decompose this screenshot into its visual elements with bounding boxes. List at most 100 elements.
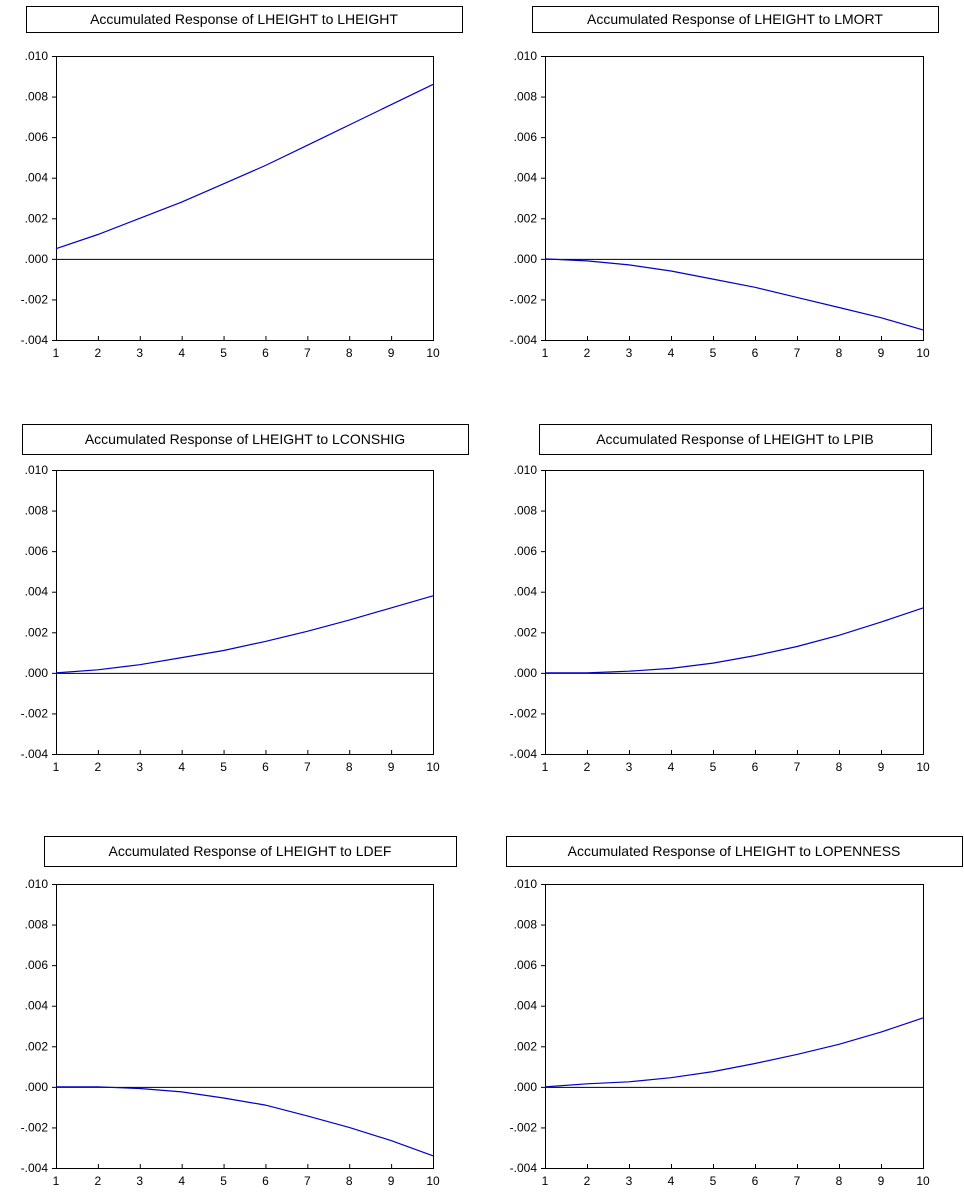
chart-panel: Accumulated Response of LHEIGHT to LHEIG…: [21, 6, 463, 360]
y-tick-label: .010: [514, 463, 538, 477]
chart-panel: Accumulated Response of LHEIGHT to LOPEN…: [506, 836, 963, 1188]
chart-title-box: [506, 836, 963, 867]
plot-frame: [545, 56, 924, 341]
y-tick-label: .008: [514, 504, 538, 518]
y-tick-label: -.004: [21, 1161, 49, 1175]
x-tick-label: 5: [710, 1174, 717, 1188]
chart-title-box: [22, 424, 469, 455]
x-tick-label: 7: [794, 760, 801, 774]
x-tick-label: 9: [388, 346, 395, 360]
chart-panel: Accumulated Response of LHEIGHT to LMORT…: [510, 6, 939, 360]
chart-title: Accumulated Response of LHEIGHT to LCONS…: [85, 431, 405, 447]
y-tick-label: .010: [25, 877, 49, 891]
x-tick-label: 1: [53, 760, 60, 774]
chart-title: Accumulated Response of LHEIGHT to LMORT: [587, 11, 883, 27]
y-tick-label: .010: [514, 49, 538, 63]
y-tick-label: .006: [25, 130, 49, 144]
x-tick-label: 8: [836, 1174, 843, 1188]
y-tick-label: .002: [25, 1039, 49, 1053]
x-tick-label: 4: [178, 1174, 185, 1188]
y-tick-label: -.002: [21, 706, 49, 720]
y-tick-label: .004: [514, 585, 538, 599]
x-tick-label: 9: [878, 346, 885, 360]
y-tick-label: -.002: [510, 292, 538, 306]
x-tick-label: 9: [878, 760, 885, 774]
y-tick-label: .006: [25, 544, 49, 558]
x-tick-label: 2: [584, 346, 591, 360]
y-tick-label: .002: [514, 211, 538, 225]
x-tick-label: 8: [836, 760, 843, 774]
x-tick-label: 10: [426, 346, 440, 360]
y-tick-label: -.004: [21, 747, 49, 761]
response-line: [544, 1017, 924, 1088]
x-tick-label: 5: [220, 346, 227, 360]
y-tick-label: .000: [25, 666, 49, 680]
x-tick-label: 10: [426, 1174, 440, 1188]
x-tick-label: 3: [626, 760, 633, 774]
x-tick-label: 8: [346, 760, 353, 774]
y-tick-label: .002: [25, 625, 49, 639]
y-tick-label: .004: [25, 999, 49, 1013]
response-line: [55, 595, 434, 674]
x-tick-label: 8: [836, 346, 843, 360]
y-tick-label: -.004: [510, 333, 538, 347]
plot-frame: [56, 470, 434, 755]
x-tick-label: 10: [426, 760, 440, 774]
x-tick-label: 3: [626, 1174, 633, 1188]
y-tick-label: .000: [25, 252, 49, 266]
x-tick-label: 8: [346, 346, 353, 360]
x-tick-label: 9: [388, 1174, 395, 1188]
y-tick-label: .006: [514, 958, 538, 972]
y-tick-label: .002: [514, 1039, 538, 1053]
chart-title-box: [44, 836, 457, 867]
y-tick-label: .004: [25, 585, 49, 599]
x-tick-label: 6: [752, 1174, 759, 1188]
y-tick-label: .000: [514, 666, 538, 680]
y-tick-label: -.004: [21, 333, 49, 347]
x-tick-label: 4: [668, 1174, 675, 1188]
x-tick-label: 5: [220, 1174, 227, 1188]
y-tick-label: .008: [514, 918, 538, 932]
y-tick-label: .008: [514, 90, 538, 104]
chart-title: Accumulated Response of LHEIGHT to LDEF: [109, 843, 392, 859]
x-tick-label: 6: [752, 346, 759, 360]
y-tick-label: .010: [514, 877, 538, 891]
x-tick-label: 2: [95, 760, 102, 774]
x-tick-label: 2: [584, 1174, 591, 1188]
x-tick-label: 6: [752, 760, 759, 774]
y-tick-label: .008: [25, 90, 49, 104]
y-tick-label: .002: [514, 625, 538, 639]
x-tick-label: 7: [304, 1174, 311, 1188]
x-tick-label: 1: [53, 346, 60, 360]
y-tick-label: .006: [514, 130, 538, 144]
x-tick-label: 6: [262, 346, 269, 360]
x-tick-label: 3: [136, 346, 143, 360]
x-tick-label: 1: [542, 760, 549, 774]
y-tick-label: .000: [514, 252, 538, 266]
x-tick-label: 7: [304, 760, 311, 774]
y-tick-label: .002: [25, 211, 49, 225]
y-tick-label: -.002: [510, 706, 538, 720]
x-tick-label: 5: [710, 346, 717, 360]
y-tick-label: .010: [25, 49, 49, 63]
x-tick-label: 5: [220, 760, 227, 774]
response-line: [55, 83, 434, 250]
y-tick-label: .008: [25, 504, 49, 518]
x-tick-label: 4: [178, 346, 185, 360]
chart-title: Accumulated Response of LHEIGHT to LHEIG…: [90, 11, 398, 27]
y-tick-label: .000: [514, 1080, 538, 1094]
x-tick-label: 3: [136, 760, 143, 774]
x-tick-label: 2: [95, 1174, 102, 1188]
x-tick-label: 7: [794, 1174, 801, 1188]
x-tick-label: 3: [136, 1174, 143, 1188]
response-line: [56, 1086, 434, 1157]
y-tick-label: .004: [25, 171, 49, 185]
y-tick-label: -.002: [510, 1120, 538, 1134]
y-tick-label: .006: [514, 544, 538, 558]
response-line: [545, 607, 924, 674]
y-tick-label: .010: [25, 463, 49, 477]
x-tick-label: 10: [916, 346, 930, 360]
chart-title-box: [532, 6, 939, 33]
x-tick-label: 4: [668, 760, 675, 774]
